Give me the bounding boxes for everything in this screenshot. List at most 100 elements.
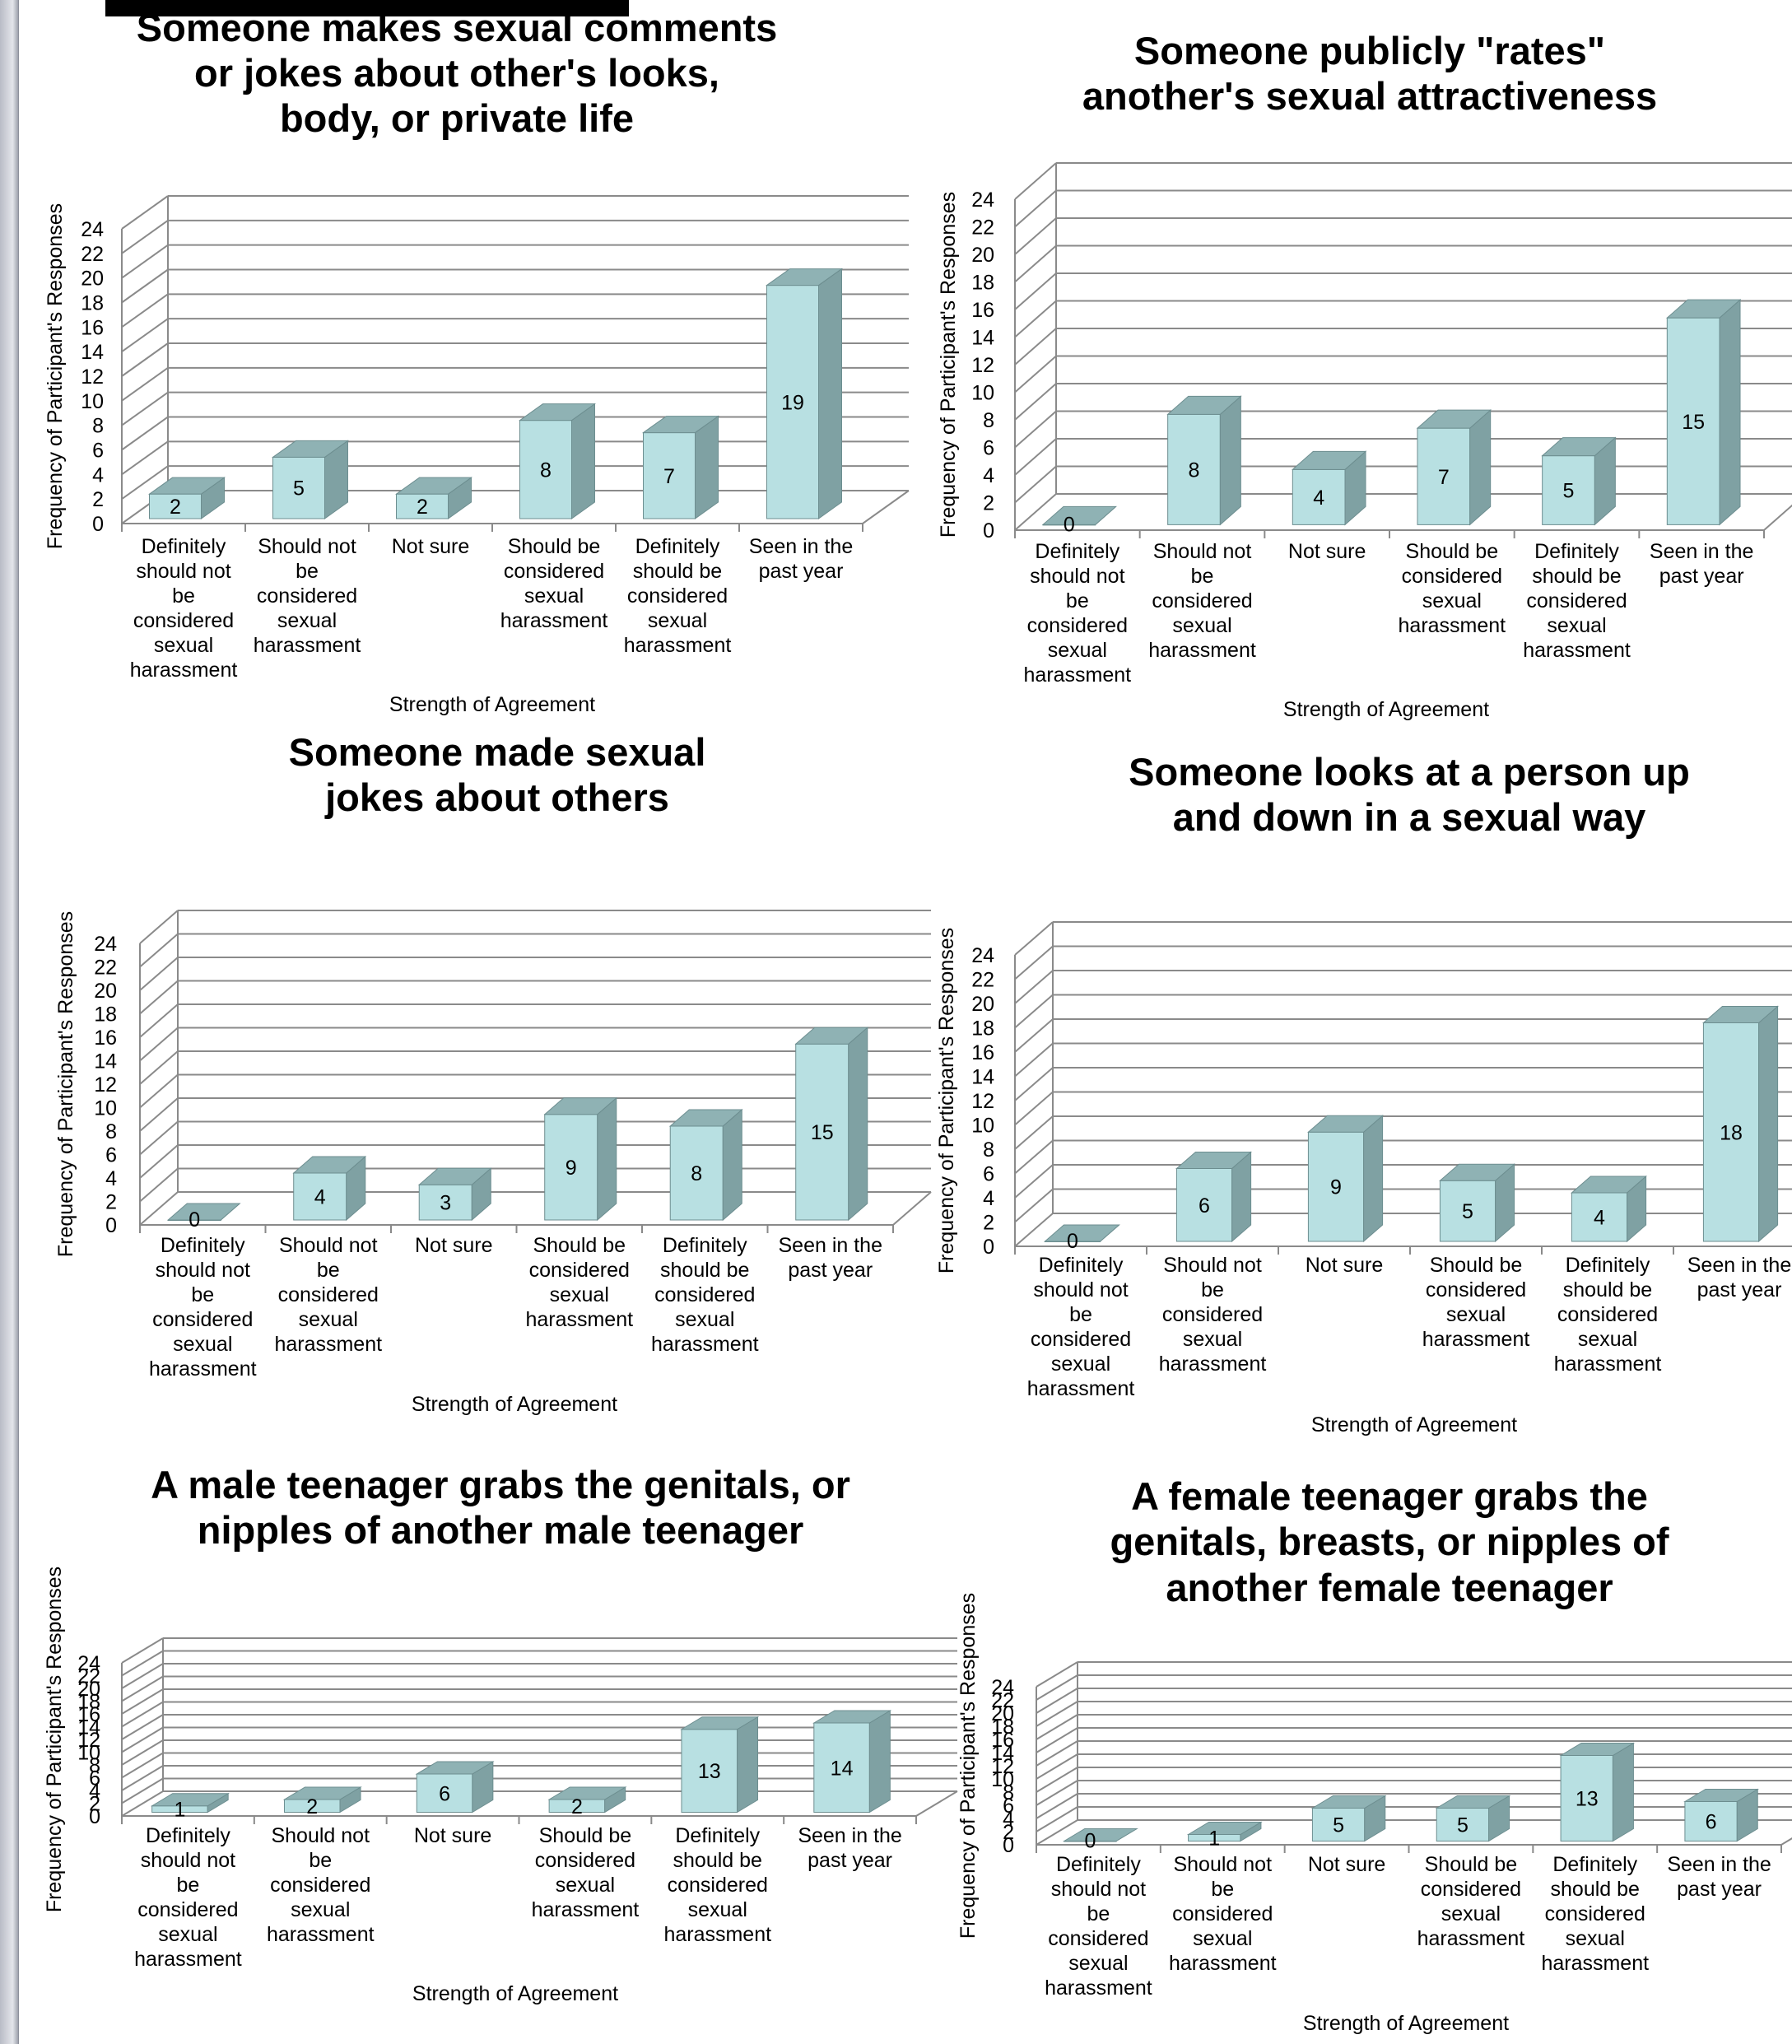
category-label: Should be considered sexual harassment [500, 535, 608, 632]
bar [794, 1027, 869, 1222]
bar [1559, 1742, 1636, 1842]
y-tick-label: 20 [991, 1702, 1014, 1725]
y-tick-label: 16 [81, 316, 104, 339]
y-tick-label: 2 [983, 1212, 994, 1235]
category-label: Should not be considered sexual harassment [274, 1234, 382, 1356]
y-tick-label: 0 [1003, 1834, 1014, 1857]
y-tick-label: 20 [971, 993, 994, 1016]
y-tick-label: 8 [983, 1138, 994, 1162]
y-tick-label: 4 [983, 464, 994, 487]
category-label: Should not be considered sexual harassment [267, 1824, 375, 1946]
bar [1310, 1795, 1387, 1842]
y-axis-label: Frequency of Participant's Responses [43, 1567, 66, 1912]
chart-1: Someone makes sexual comments or jokes ab… [44, 6, 910, 716]
data-label: 5 [1333, 1814, 1344, 1837]
y-tick-label: 12 [971, 1090, 994, 1113]
data-label: 8 [540, 459, 552, 482]
data-label: 0 [1067, 1230, 1078, 1253]
bar [1186, 1821, 1263, 1842]
data-label: 18 [1720, 1121, 1743, 1144]
data-label: 19 [781, 391, 804, 414]
bar [641, 415, 720, 519]
chart-4: Someone looks at a person up and down in … [935, 750, 1792, 1436]
data-label: 2 [306, 1795, 318, 1818]
y-tick-label: 10 [81, 390, 104, 413]
data-label: 5 [1457, 1814, 1469, 1837]
y-tick-label: 6 [1003, 1795, 1014, 1818]
category-label: Not sure [415, 1234, 492, 1257]
y-tick-label: 24 [991, 1676, 1014, 1699]
y-tick-label: 0 [92, 513, 104, 536]
y-axis-label: Frequency of Participant's Responses [957, 1593, 980, 1939]
y-tick-label: 16 [971, 1041, 994, 1064]
bar [680, 1716, 760, 1814]
y-tick-label: 14 [991, 1742, 1014, 1765]
left-window-border [0, 0, 19, 2044]
y-tick-label: 24 [81, 218, 104, 241]
x-axis-label: Strength of Agreement [389, 693, 595, 716]
category-label: Seen in the past year [779, 1234, 883, 1282]
data-label: 7 [1438, 466, 1450, 489]
bar [292, 1155, 367, 1222]
y-tick-label: 2 [1003, 1821, 1014, 1844]
chart-3: Someone made sexual jokes about others024… [54, 730, 932, 1416]
bar [543, 1096, 618, 1222]
bar [166, 1203, 241, 1221]
category-label: Definitely should be considered sexual haras… [663, 1824, 771, 1946]
x-axis-label: Strength of Agreement [1311, 1413, 1517, 1436]
y-tick-label: 2 [105, 1191, 117, 1214]
y-tick-label: 6 [983, 1163, 994, 1186]
y-tick-label: 4 [105, 1167, 117, 1190]
y-tick-label: 0 [105, 1214, 117, 1237]
bar [1044, 1224, 1120, 1242]
bar [1307, 1115, 1384, 1243]
y-tick-label: 6 [89, 1767, 100, 1790]
y-tick-label: 8 [983, 409, 994, 432]
y-tick-label: 16 [991, 1729, 1014, 1752]
category-label: Seen in the past year [1667, 1853, 1771, 1901]
y-tick-label: 2 [983, 492, 994, 515]
category-label: Not sure [1288, 540, 1366, 563]
x-axis-label: Strength of Agreement [412, 1982, 618, 2005]
bar [1175, 1151, 1252, 1243]
y-tick-label: 10 [971, 1115, 994, 1138]
chart-title: A female teenager grabs the genitals, bre… [1110, 1474, 1669, 1609]
y-tick-label: 4 [89, 1780, 100, 1803]
data-label: 2 [417, 496, 428, 519]
y-tick-label: 10 [94, 1097, 117, 1120]
y-tick-label: 8 [92, 415, 104, 438]
data-label: 0 [1084, 1830, 1096, 1853]
x-axis-label: Strength of Agreement [1283, 698, 1489, 721]
category-label: Definitely should be considered sexual haras… [1523, 540, 1631, 662]
data-label: 1 [174, 1799, 185, 1822]
category-label: Not sure [1306, 1254, 1383, 1277]
y-axis-label: Frequency of Participant's Responses [935, 928, 958, 1273]
data-label: 5 [1462, 1200, 1473, 1223]
gridlines [1014, 921, 1792, 1255]
y-tick-label: 22 [94, 957, 117, 980]
bar [1041, 505, 1118, 526]
y-tick-label: 14 [971, 327, 994, 350]
y-tick-label: 22 [971, 217, 994, 240]
data-label: 5 [293, 477, 305, 501]
y-axis-label: Frequency of Participant's Responses [937, 192, 960, 538]
y-tick-label: 12 [81, 365, 104, 389]
y-tick-label: 22 [991, 1689, 1014, 1712]
y-tick-label: 10 [991, 1768, 1014, 1791]
category-label: Should not be considered sexual harassment [1159, 1254, 1267, 1376]
y-tick-label: 0 [89, 1805, 100, 1828]
category-label: Definitely should not be considered sexual ha… [1024, 540, 1132, 687]
bar [1291, 450, 1367, 526]
y-tick-label: 12 [991, 1755, 1014, 1778]
y-axis-label: Frequency of Participant's Responses [44, 203, 67, 549]
y-tick-label: 22 [81, 243, 104, 266]
data-label: 15 [811, 1121, 834, 1144]
bar [1683, 1788, 1760, 1842]
y-tick-label: 24 [971, 944, 994, 967]
y-tick-label: 14 [94, 1050, 117, 1073]
y-tick-label: 18 [971, 1017, 994, 1041]
data-label: 4 [1313, 487, 1324, 510]
data-label: 6 [1706, 1811, 1717, 1834]
category-label: Seen in the past year [1650, 540, 1754, 588]
